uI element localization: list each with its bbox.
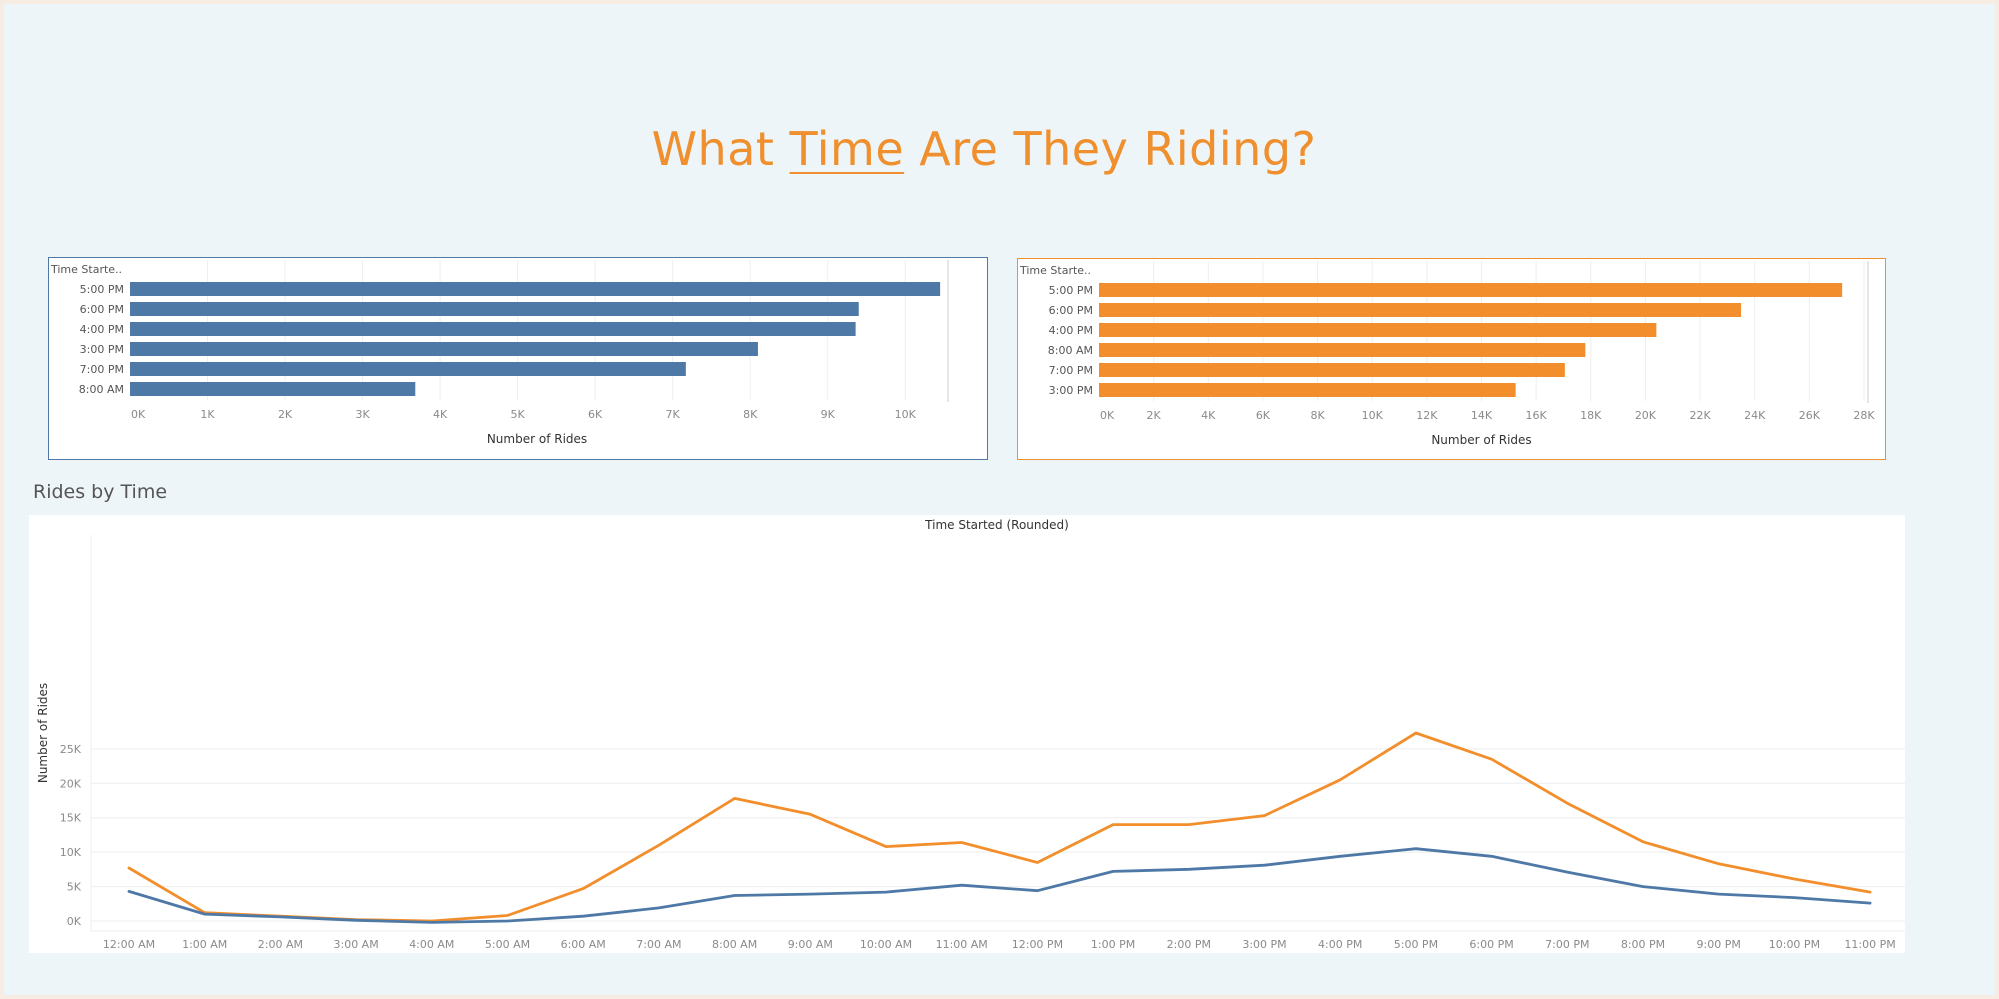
x-tick-label: 11:00 PM — [1844, 938, 1895, 951]
x-tick-label: 4K — [1201, 409, 1216, 422]
y-tick-label: 5K — [67, 881, 82, 894]
section-title: Rides by Time — [33, 481, 168, 503]
member-top-times-chart: Time Starte.. 5:00 PM 6:00 PM 4:00 PM 3:00 P… — [50, 260, 949, 446]
rides-by-time-panel: 0K 5K 10K 15K 20K 25K Time Started (Rounded) Nu… — [29, 515, 1905, 953]
x-tick-label: 8:00 PM — [1621, 938, 1665, 951]
x-tick-label: 10K — [895, 408, 917, 421]
x-axis-title: Number of Rides — [487, 432, 587, 446]
x-tick-label: 5K — [511, 408, 526, 421]
bar — [130, 362, 686, 376]
category-label: 8:00 AM — [1048, 344, 1093, 357]
bar — [1099, 303, 1742, 317]
x-tick-label: 7K — [666, 408, 681, 421]
x-tick-label: 18K — [1580, 409, 1602, 422]
x-tick-label: 1:00 AM — [182, 938, 227, 951]
x-tick-label: 24K — [1744, 409, 1766, 422]
x-tick-label: 28K — [1853, 409, 1875, 422]
x-tick-label: 11:00 AM — [936, 938, 988, 951]
bar — [130, 382, 416, 396]
x-tick-label: 2K — [278, 408, 293, 421]
x-tick-label: 4:00 PM — [1318, 938, 1362, 951]
category-label: 8:00 AM — [79, 383, 124, 396]
x-tick-label: 14K — [1471, 409, 1493, 422]
x-tick-label: 6:00 PM — [1469, 938, 1513, 951]
x-tick-label: 5:00 PM — [1394, 938, 1438, 951]
x-tick-label: 6:00 AM — [561, 938, 606, 951]
member-top-times-panel: Time Starte.. 5:00 PM 6:00 PM 4:00 PM 3:00 P… — [48, 257, 988, 460]
rides-by-time-chart: 0K 5K 10K 15K 20K 25K Time Started (Rounded) Nu… — [36, 518, 1905, 951]
x-tick-label: 0K — [1100, 409, 1115, 422]
category-label: 4:00 PM — [1049, 324, 1093, 337]
x-tick-label: 8K — [1310, 409, 1325, 422]
x-tick-label: 8:00 AM — [712, 938, 757, 951]
y-tick-label: 0K — [67, 915, 82, 928]
category-label: 3:00 PM — [80, 343, 124, 356]
title-post: Are They Riding? — [904, 122, 1317, 176]
casual-top-times-panel: Time Starte.. 5:00 PM 6:00 PM 4:00 PM 8:00 A… — [1017, 258, 1886, 460]
x-tick-label: 6K — [588, 408, 603, 421]
x-tick-label: 3:00 AM — [333, 938, 378, 951]
y-tick-label: 15K — [60, 812, 82, 825]
x-tick-label: 1:00 PM — [1091, 938, 1135, 951]
x-tick-label: 3K — [355, 408, 370, 421]
x-tick-label: 20K — [1635, 409, 1657, 422]
row-header: Time Starte.. — [50, 263, 122, 276]
x-tick-label: 10:00 PM — [1769, 938, 1820, 951]
bar — [130, 342, 758, 356]
x-tick-label: 4K — [433, 408, 448, 421]
row-header: Time Starte.. — [1019, 264, 1091, 277]
bar — [130, 302, 859, 316]
x-tick-label: 7:00 AM — [636, 938, 681, 951]
x-axis-title: Number of Rides — [1431, 433, 1531, 447]
category-label: 7:00 PM — [80, 363, 124, 376]
x-tick-label: 22K — [1689, 409, 1711, 422]
x-tick-label: 9:00 AM — [788, 938, 833, 951]
y-axis-title: Number of Rides — [36, 683, 50, 783]
title-highlight: Time — [789, 122, 905, 176]
y-tick-label: 25K — [60, 743, 82, 756]
category-label: 4:00 PM — [80, 323, 124, 336]
x-tick-label: 7:00 PM — [1545, 938, 1589, 951]
bar — [1099, 283, 1843, 297]
x-tick-label: 2K — [1147, 409, 1162, 422]
x-tick-label: 3:00 PM — [1242, 938, 1286, 951]
series-line — [127, 731, 1872, 923]
x-tick-label: 10K — [1362, 409, 1384, 422]
x-tick-label: 4:00 AM — [409, 938, 454, 951]
bar — [1099, 363, 1565, 377]
category-label: 3:00 PM — [1049, 384, 1093, 397]
x-tick-label: 12:00 AM — [103, 938, 155, 951]
category-label: 5:00 PM — [80, 283, 124, 296]
title-pre: What — [651, 122, 790, 176]
category-label: 6:00 PM — [1049, 304, 1093, 317]
casual-top-times-chart: Time Starte.. 5:00 PM 6:00 PM 4:00 PM 8:00 A… — [1019, 261, 1875, 447]
bar — [1099, 343, 1586, 357]
y-tick-label: 10K — [60, 846, 82, 859]
x-tick-label: 16K — [1526, 409, 1548, 422]
bar — [130, 322, 856, 336]
y-tick-label: 20K — [60, 777, 82, 790]
x-tick-label: 9K — [821, 408, 836, 421]
category-label: 5:00 PM — [1049, 284, 1093, 297]
x-tick-label: 0K — [131, 408, 146, 421]
x-tick-label: 2:00 AM — [258, 938, 303, 951]
x-tick-label: 8K — [743, 408, 758, 421]
x-tick-label: 10:00 AM — [860, 938, 912, 951]
bar — [1099, 383, 1516, 397]
x-tick-label: 6K — [1256, 409, 1271, 422]
x-tick-label: 5:00 AM — [485, 938, 530, 951]
chart-title: Time Started (Rounded) — [924, 518, 1069, 532]
bar — [130, 282, 941, 296]
series-line — [127, 847, 1872, 924]
x-tick-label: 26K — [1799, 409, 1821, 422]
x-tick-label: 12:00 PM — [1012, 938, 1063, 951]
bar — [1099, 323, 1657, 337]
category-label: 7:00 PM — [1049, 364, 1093, 377]
category-label: 6:00 PM — [80, 303, 124, 316]
dashboard-title: What Time Are They Riding? — [4, 122, 1964, 176]
x-tick-label: 1K — [200, 408, 215, 421]
x-tick-label: 2:00 PM — [1167, 938, 1211, 951]
x-tick-label: 12K — [1416, 409, 1438, 422]
x-tick-label: 9:00 PM — [1697, 938, 1741, 951]
